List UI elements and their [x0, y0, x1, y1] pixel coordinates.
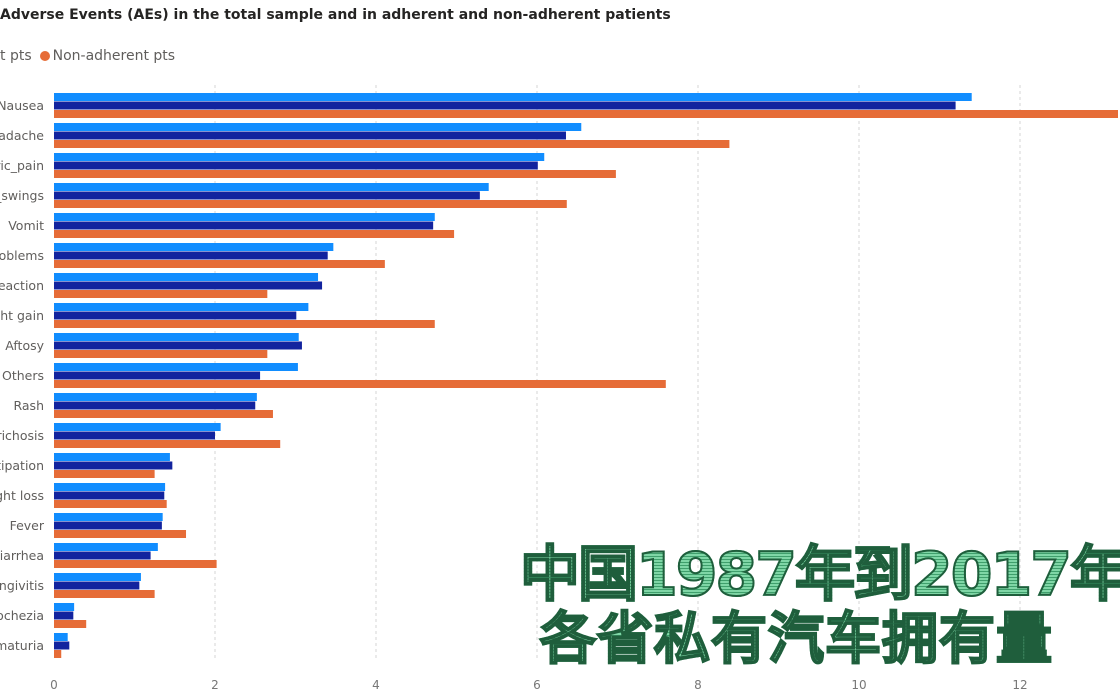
category-label: Aftosy [5, 338, 44, 353]
bar-total [54, 183, 489, 191]
bar-non-adherent [54, 500, 167, 508]
legend-label-non-adherent: Non-adherent pts [52, 48, 176, 64]
bar-non-adherent [54, 140, 730, 148]
bar-total [54, 573, 141, 581]
bar-non-adherent [54, 290, 268, 298]
legend-label-adherent: t pts [0, 48, 32, 64]
bar-adherent [54, 221, 434, 230]
bar-total [54, 273, 319, 281]
bar-total [54, 423, 221, 431]
bar-adherent [54, 431, 215, 440]
bar-adherent [54, 161, 538, 170]
category-label: oblems [0, 248, 44, 263]
category-label: _swings [0, 188, 44, 203]
bar-non-adherent [54, 110, 1118, 118]
bar-adherent [54, 341, 302, 350]
bar-total [54, 303, 309, 311]
bar-adherent [54, 311, 297, 320]
category-label: ngivitis [0, 578, 44, 593]
bar-non-adherent [54, 200, 567, 208]
bar-total [54, 453, 170, 461]
bar-total [54, 363, 298, 371]
chart-title: Adverse Events (AEs) in the total sample… [0, 7, 671, 23]
overlay-caption-line2: 各省私有汽车拥有量 [539, 607, 1053, 672]
bar-non-adherent [54, 620, 87, 628]
category-label: Fever [10, 518, 45, 533]
bar-adherent [54, 461, 173, 470]
x-tick-label: 8 [694, 678, 702, 692]
bar-non-adherent [54, 230, 455, 238]
bar-total [54, 93, 972, 101]
x-tick-label: 6 [533, 678, 541, 692]
bar-total [54, 543, 158, 551]
bar-adherent [54, 281, 323, 290]
bar-adherent [54, 581, 140, 590]
bar-non-adherent [54, 440, 281, 448]
bar-non-adherent [54, 380, 666, 388]
bar-total [54, 633, 68, 641]
category-label: Others [2, 368, 44, 383]
bar-non-adherent [54, 410, 273, 418]
x-tick-label: 12 [1012, 678, 1027, 692]
x-tick-label: 2 [211, 678, 219, 692]
bar-total [54, 513, 163, 521]
bar-total [54, 123, 582, 131]
bar-total [54, 333, 299, 341]
category-label: Diarrhea [0, 548, 44, 563]
category-label: ochezia [0, 608, 44, 623]
category-label: tipation [0, 458, 44, 473]
bar-non-adherent [54, 590, 155, 598]
legend: t pts Non-adherent pts [0, 48, 175, 64]
bar-adherent [54, 131, 566, 140]
category-label: eaction [0, 278, 44, 293]
bar-total [54, 483, 166, 491]
bar-adherent [54, 551, 151, 560]
category-label: adache [0, 128, 44, 143]
category-label: richosis [0, 428, 44, 443]
bar-total [54, 213, 435, 221]
bar-adherent [54, 491, 165, 500]
bar-total [54, 153, 545, 161]
x-tick-label: 10 [851, 678, 866, 692]
bar-adherent [54, 521, 162, 530]
bar-adherent [54, 371, 261, 380]
bar-total [54, 393, 257, 401]
bar-total [54, 603, 75, 611]
bar-non-adherent [54, 350, 268, 358]
legend-dot-non-adherent [39, 51, 50, 61]
category-label: ht gain [0, 308, 44, 323]
bar-adherent [54, 641, 70, 650]
category-label: Vomit [8, 218, 44, 233]
overlay-caption-line1: 中国1987年到2017年 [519, 544, 1120, 606]
bar-non-adherent [54, 260, 385, 268]
bar-total [54, 243, 334, 251]
category-label: Nausea [0, 98, 44, 113]
bar-non-adherent [54, 170, 616, 178]
bar-non-adherent [54, 470, 155, 478]
bar-adherent [54, 611, 74, 620]
bar-adherent [54, 251, 328, 260]
category-label: Rash [13, 398, 44, 413]
category-label: maturia [0, 638, 44, 653]
bar-adherent [54, 101, 956, 110]
bar-adherent [54, 191, 480, 200]
bar-adherent [54, 401, 256, 410]
bar-non-adherent [54, 560, 217, 568]
category-label: ght loss [0, 488, 44, 503]
bar-non-adherent [54, 650, 62, 658]
category-label: ric_pain [0, 158, 44, 173]
bar-non-adherent [54, 320, 435, 328]
x-tick-label: 4 [372, 678, 380, 692]
x-tick-label: 0 [50, 678, 58, 692]
bar-non-adherent [54, 530, 187, 538]
